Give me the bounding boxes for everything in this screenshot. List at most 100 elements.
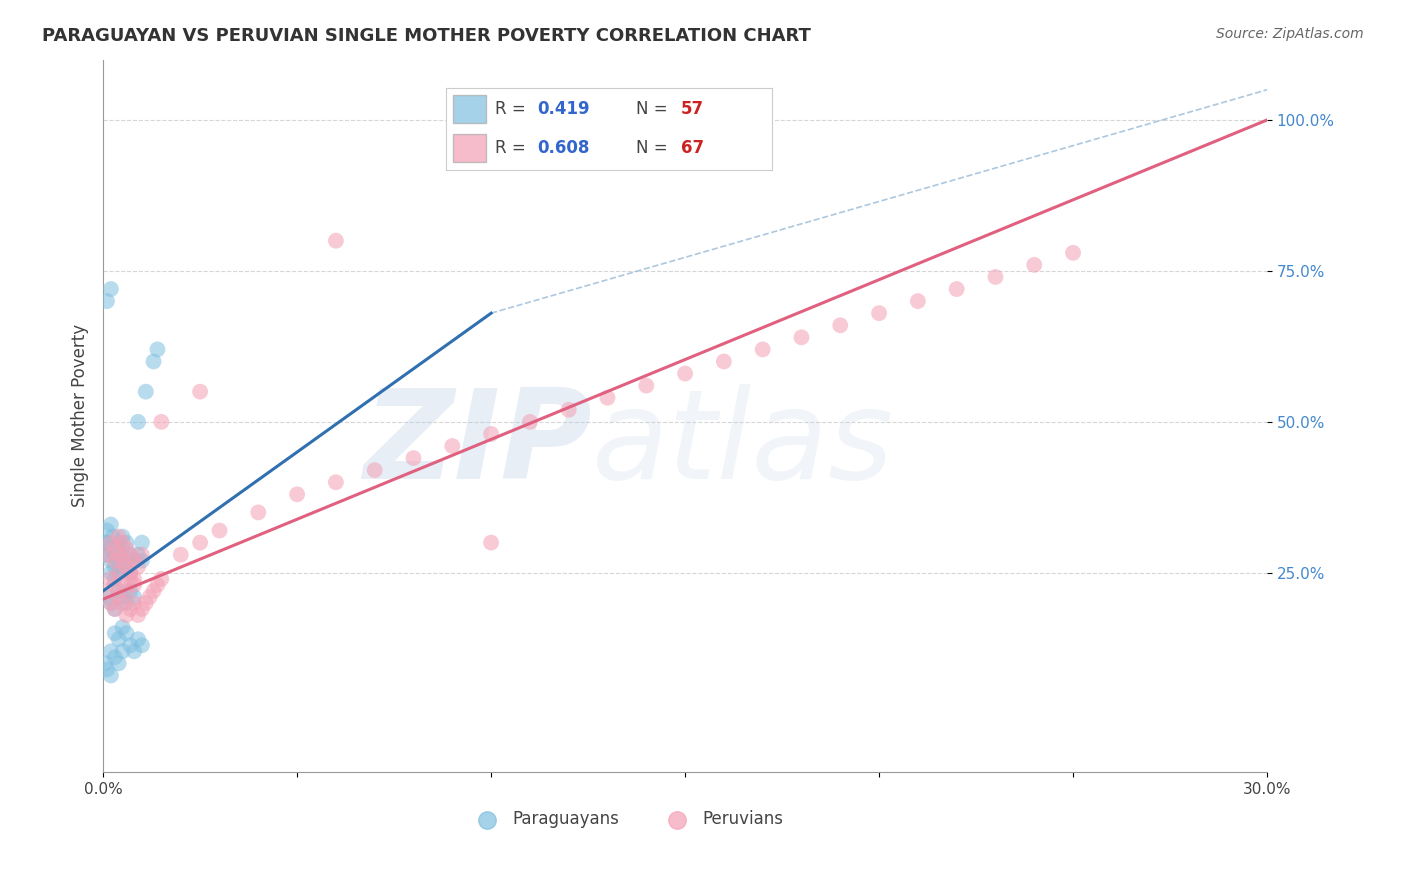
Point xyxy=(122,596,145,610)
Point xyxy=(104,541,127,556)
Point xyxy=(115,596,138,610)
Point xyxy=(247,505,270,519)
Point xyxy=(984,269,1007,284)
Point xyxy=(104,578,127,592)
Point xyxy=(101,530,124,544)
Point xyxy=(100,572,122,586)
Text: ZIP: ZIP xyxy=(363,384,592,505)
Point xyxy=(1062,245,1084,260)
Point xyxy=(325,234,347,248)
Point xyxy=(111,590,134,604)
Point xyxy=(100,554,122,568)
Point xyxy=(115,541,138,556)
Point xyxy=(142,354,165,368)
Point xyxy=(115,583,138,598)
Point xyxy=(127,548,149,562)
Point xyxy=(111,530,134,544)
Point xyxy=(100,596,122,610)
Point xyxy=(945,282,967,296)
Point xyxy=(150,572,173,586)
Point xyxy=(131,535,153,549)
Text: atlas: atlas xyxy=(592,384,894,505)
Text: Source: ZipAtlas.com: Source: ZipAtlas.com xyxy=(1216,27,1364,41)
Point xyxy=(122,572,145,586)
Point xyxy=(751,343,773,357)
Point xyxy=(115,554,138,568)
Point xyxy=(111,559,134,574)
Point xyxy=(596,391,619,405)
Point xyxy=(364,463,387,477)
Point xyxy=(713,354,735,368)
Point xyxy=(107,566,129,580)
Point xyxy=(208,524,231,538)
Point xyxy=(96,583,118,598)
Point xyxy=(96,590,118,604)
Point xyxy=(104,626,127,640)
Point xyxy=(135,596,157,610)
Point xyxy=(131,638,153,652)
Point xyxy=(104,650,127,665)
Point xyxy=(107,554,129,568)
Legend: Paraguayans, Peruvians: Paraguayans, Peruvians xyxy=(464,804,790,835)
Point xyxy=(122,644,145,658)
Point xyxy=(107,632,129,647)
Point xyxy=(557,402,579,417)
Point xyxy=(100,596,122,610)
Point xyxy=(138,590,160,604)
Point xyxy=(111,554,134,568)
Point xyxy=(110,548,132,562)
Point xyxy=(115,608,138,623)
Point xyxy=(127,415,149,429)
Point xyxy=(402,451,425,466)
Point xyxy=(127,559,149,574)
Point xyxy=(107,657,129,671)
Point xyxy=(100,668,122,682)
Point xyxy=(107,583,129,598)
Point xyxy=(96,548,118,562)
Point xyxy=(790,330,813,344)
Point xyxy=(120,548,142,562)
Point xyxy=(100,535,122,549)
Point xyxy=(96,294,118,309)
Point xyxy=(146,578,169,592)
Point xyxy=(120,548,142,562)
Point xyxy=(673,367,696,381)
Point xyxy=(131,548,153,562)
Point xyxy=(96,535,118,549)
Point xyxy=(94,548,117,562)
Point xyxy=(111,620,134,634)
Point xyxy=(107,530,129,544)
Point xyxy=(830,318,852,333)
Point xyxy=(100,517,122,532)
Point xyxy=(188,535,211,549)
Point xyxy=(120,566,142,580)
Point xyxy=(120,583,142,598)
Point xyxy=(122,578,145,592)
Point xyxy=(131,602,153,616)
Point xyxy=(135,384,157,399)
Point xyxy=(111,578,134,592)
Point xyxy=(104,554,127,568)
Point xyxy=(111,541,134,556)
Text: PARAGUAYAN VS PERUVIAN SINGLE MOTHER POVERTY CORRELATION CHART: PARAGUAYAN VS PERUVIAN SINGLE MOTHER POV… xyxy=(42,27,811,45)
Point xyxy=(150,415,173,429)
Point xyxy=(131,554,153,568)
Point xyxy=(146,343,169,357)
Point xyxy=(441,439,464,453)
Point xyxy=(96,524,118,538)
Point xyxy=(100,644,122,658)
Point xyxy=(94,657,117,671)
Point xyxy=(519,415,541,429)
Point xyxy=(1024,258,1046,272)
Point xyxy=(127,608,149,623)
Point xyxy=(636,378,658,392)
Point xyxy=(107,548,129,562)
Point xyxy=(97,541,120,556)
Point xyxy=(479,426,502,441)
Point xyxy=(285,487,308,501)
Point xyxy=(325,475,347,490)
Point xyxy=(96,662,118,676)
Point xyxy=(100,282,122,296)
Point xyxy=(107,590,129,604)
Point xyxy=(120,572,142,586)
